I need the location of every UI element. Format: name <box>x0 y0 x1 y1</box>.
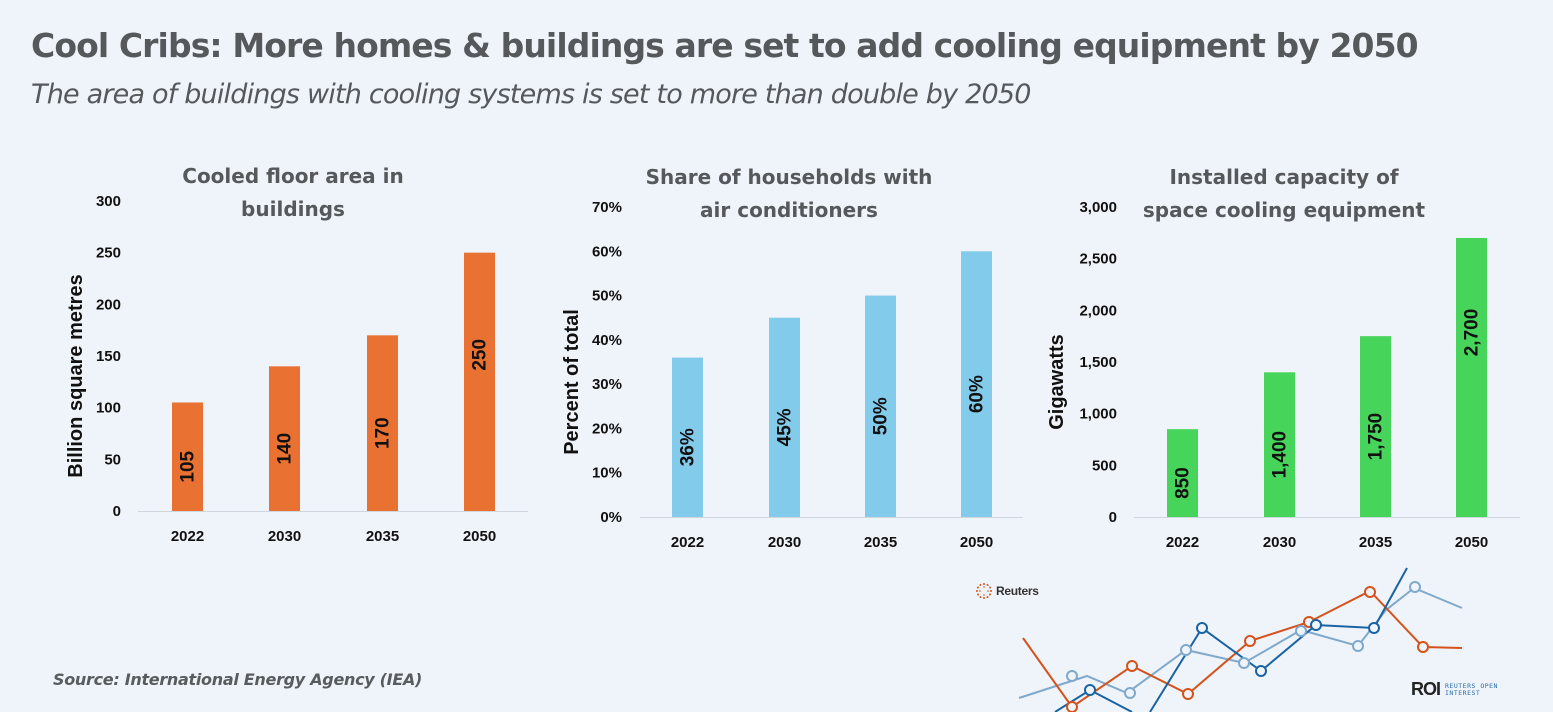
y-tick-label: 2,500 <box>1079 251 1117 268</box>
source-note: Source: International Energy Agency (IEA… <box>53 670 423 689</box>
y-tick-label: 250 <box>96 245 121 262</box>
x-tick-label: 2030 <box>1263 534 1296 551</box>
decorative-line-graphic <box>1018 567 1463 712</box>
chart-2: Share of households with air conditioners… <box>561 165 1023 551</box>
deco-markers <box>1066 581 1429 712</box>
reuters-logo-text: Reuters <box>996 584 1039 598</box>
chart-title-line: Cooled floor area in <box>182 164 403 188</box>
y-tick-label: 200 <box>96 296 121 313</box>
y-tick-label: 40% <box>592 332 622 349</box>
roi-sub-line1: REUTERS OPEN <box>1445 681 1498 690</box>
x-tick-label: 2022 <box>671 534 704 551</box>
x-tick-label: 2035 <box>1359 534 1392 551</box>
y-tick-label: 1,500 <box>1079 354 1117 371</box>
bar-data-label: 45% <box>775 408 796 446</box>
bar-data-label: 170 <box>373 417 394 449</box>
y-tick-label: 60% <box>592 243 622 260</box>
y-tick-label: 1,000 <box>1079 406 1117 423</box>
deco-line-lightblue <box>1018 586 1463 699</box>
y-axis-label: Percent of total <box>561 309 583 455</box>
y-tick-label: 30% <box>592 376 622 393</box>
y-tick-label: 150 <box>96 348 121 365</box>
page-subtitle: The area of buildings with cooling syste… <box>31 79 1031 110</box>
bar-data-label: 850 <box>1173 467 1194 499</box>
y-tick-label: 3,000 <box>1079 199 1117 216</box>
x-tick-label: 2035 <box>366 528 399 545</box>
y-tick-label: 500 <box>1092 457 1117 474</box>
page-title: Cool Cribs: More homes & buildings are s… <box>31 26 1419 65</box>
y-tick-label: 20% <box>592 420 622 437</box>
bar-data-label: 36% <box>678 428 699 466</box>
y-tick-label: 10% <box>592 465 622 482</box>
reuters-logo: Reuters <box>975 582 1039 600</box>
chart-title-line: Share of households with <box>646 165 933 189</box>
y-axis-label: Gigawatts <box>1046 334 1068 430</box>
x-tick-label: 2050 <box>1455 534 1488 551</box>
y-axis-label: Billion square metres <box>65 274 87 477</box>
y-tick-label: 2,000 <box>1079 302 1117 319</box>
chart-title-line: buildings <box>241 197 345 221</box>
y-tick-label: 300 <box>96 193 121 210</box>
bar-data-label: 250 <box>470 339 491 371</box>
roi-logo: ROI REUTERS OPEN INTEREST <box>1411 679 1498 700</box>
y-tick-label: 70% <box>592 199 622 216</box>
bar-2035 <box>865 295 896 517</box>
bar-data-label: 50% <box>871 397 892 435</box>
bar-data-label: 60% <box>967 375 988 413</box>
bar-2035 <box>1360 336 1391 517</box>
roi-logo-mark: ROI <box>1411 679 1441 699</box>
roi-logo-subtitle: REUTERS OPEN INTEREST <box>1445 681 1498 697</box>
bar-2030 <box>769 317 800 517</box>
bar-2030 <box>269 366 300 511</box>
bar-2050 <box>1456 238 1487 517</box>
x-tick-label: 2030 <box>768 534 801 551</box>
roi-sub-line2: INTEREST <box>1445 688 1481 697</box>
y-tick-label: 0 <box>113 503 121 520</box>
bar-2022 <box>672 357 703 517</box>
bar-data-label: 140 <box>275 433 296 465</box>
bar-data-label: 2,700 <box>1462 309 1483 357</box>
chart-title-line: Installed capacity of <box>1169 165 1398 189</box>
x-tick-label: 2035 <box>864 534 897 551</box>
chart-title-line: space cooling equipment <box>1143 198 1426 222</box>
y-tick-label: 50% <box>592 288 622 305</box>
chart-3: Installed capacity of space cooling equip… <box>1046 165 1520 551</box>
bar-2050 <box>961 251 992 518</box>
y-tick-label: 50 <box>104 451 121 468</box>
bar-data-label: 105 <box>178 450 199 482</box>
bar-2035 <box>367 335 398 511</box>
chart-title-line: air conditioners <box>700 198 878 222</box>
chart-1: Cooled floor area in buildings Billion squ… <box>65 164 528 545</box>
y-tick-label: 0% <box>600 509 622 526</box>
reuters-dot-ring-icon <box>976 583 992 599</box>
x-tick-label: 2050 <box>960 534 993 551</box>
x-tick-label: 2022 <box>171 528 204 545</box>
x-tick-label: 2022 <box>1166 534 1199 551</box>
bar-2022 <box>1167 429 1198 517</box>
bar-2022 <box>172 402 203 511</box>
bar-data-label: 1,400 <box>1270 431 1291 479</box>
bar-2030 <box>1264 372 1295 517</box>
y-tick-label: 0 <box>1109 509 1117 526</box>
x-tick-label: 2030 <box>268 528 301 545</box>
bar-2050 <box>464 252 495 511</box>
x-tick-label: 2050 <box>463 528 496 545</box>
deco-line-blue-2 <box>1149 567 1408 712</box>
bar-data-label: 1,750 <box>1366 413 1387 461</box>
y-tick-label: 100 <box>96 400 121 417</box>
